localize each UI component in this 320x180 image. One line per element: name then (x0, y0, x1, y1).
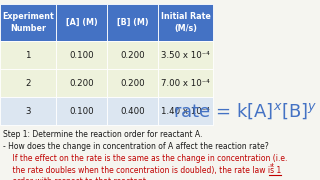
Text: 0.200: 0.200 (121, 79, 145, 88)
Bar (158, 4, 213, 41)
Bar (158, 69, 213, 97)
Bar (107, 4, 158, 41)
Bar (56, 97, 107, 125)
Text: 7.00 x 10⁻⁴: 7.00 x 10⁻⁴ (161, 79, 210, 88)
Text: Experiment
Number: Experiment Number (2, 12, 54, 33)
Bar (0, 4, 56, 41)
Text: 0.200: 0.200 (121, 51, 145, 60)
Text: 0.400: 0.400 (121, 107, 145, 116)
Text: 1: 1 (25, 51, 31, 60)
Text: [B] (M): [B] (M) (117, 18, 148, 27)
Text: 3: 3 (25, 107, 31, 116)
Bar (0, 69, 56, 97)
Text: 0.100: 0.100 (69, 107, 94, 116)
Text: 1.40 x 10⁻⁴: 1.40 x 10⁻⁴ (161, 107, 210, 116)
Bar (56, 4, 107, 41)
Text: - How does the change in concentration of A affect the reaction rate?: - How does the change in concentration o… (3, 142, 269, 151)
Bar (107, 41, 158, 69)
Bar (158, 97, 213, 125)
Text: If the effect on the rate is the same as the change in concentration (i.e.: If the effect on the rate is the same as… (3, 154, 288, 163)
Text: Step 1: Determine the reaction order for reactant A.: Step 1: Determine the reaction order for… (3, 130, 203, 139)
Bar (0, 97, 56, 125)
Text: the rate doubles when the concentration is doubled), the rate law is 1: the rate doubles when the concentration … (3, 166, 282, 175)
Text: order with respect to that reactant.: order with respect to that reactant. (3, 177, 148, 180)
Bar (0, 41, 56, 69)
Text: 0.200: 0.200 (69, 79, 94, 88)
Text: Initial Rate
(M/s): Initial Rate (M/s) (161, 12, 211, 33)
Bar (56, 41, 107, 69)
Text: rate = k[A]$^x$[B]$^y$: rate = k[A]$^x$[B]$^y$ (172, 102, 317, 121)
Bar (107, 97, 158, 125)
Text: 0.100: 0.100 (69, 51, 94, 60)
Bar (56, 69, 107, 97)
Bar (158, 41, 213, 69)
Text: [A] (M): [A] (M) (66, 18, 98, 27)
Bar (107, 69, 158, 97)
Text: 2: 2 (25, 79, 31, 88)
Text: 3.50 x 10⁻⁴: 3.50 x 10⁻⁴ (161, 51, 210, 60)
Text: st: st (269, 163, 275, 168)
